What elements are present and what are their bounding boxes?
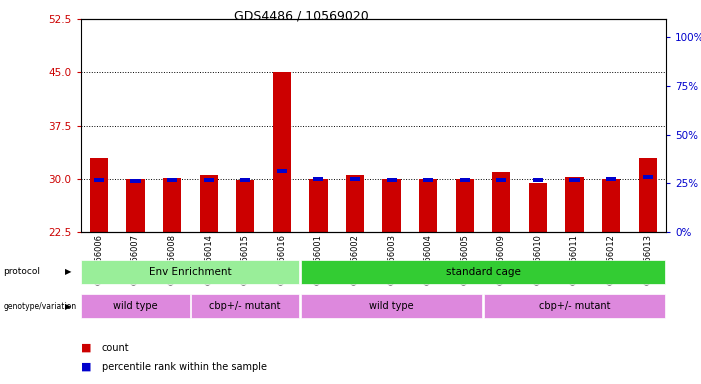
Bar xyxy=(602,179,620,232)
Bar xyxy=(130,179,140,182)
Text: GDS4486 / 10569020: GDS4486 / 10569020 xyxy=(234,10,369,23)
Bar xyxy=(606,177,616,180)
Bar xyxy=(496,178,506,182)
Text: cbp+/- mutant: cbp+/- mutant xyxy=(210,301,281,311)
Bar xyxy=(163,178,182,232)
Text: standard cage: standard cage xyxy=(446,266,520,277)
Bar xyxy=(90,158,108,232)
Bar xyxy=(236,180,254,232)
Bar xyxy=(533,178,543,182)
Bar xyxy=(565,177,584,232)
Bar xyxy=(423,178,433,182)
Text: ■: ■ xyxy=(81,343,91,353)
FancyBboxPatch shape xyxy=(191,294,299,318)
Text: ■: ■ xyxy=(81,362,91,372)
Text: percentile rank within the sample: percentile rank within the sample xyxy=(102,362,266,372)
Bar xyxy=(386,178,397,182)
Bar xyxy=(460,178,470,182)
Bar xyxy=(240,178,250,182)
Bar xyxy=(273,73,291,232)
Bar xyxy=(126,179,144,232)
Text: Env Enrichment: Env Enrichment xyxy=(149,266,231,277)
Bar xyxy=(419,179,437,232)
Text: ▶: ▶ xyxy=(64,302,71,311)
Bar xyxy=(492,172,510,232)
Text: genotype/variation: genotype/variation xyxy=(4,302,76,311)
Bar xyxy=(94,178,104,182)
FancyBboxPatch shape xyxy=(301,260,665,284)
Bar xyxy=(309,179,327,232)
Text: wild type: wild type xyxy=(113,301,158,311)
Bar xyxy=(277,169,287,173)
Bar xyxy=(456,179,474,232)
Text: ▶: ▶ xyxy=(64,267,71,276)
Text: wild type: wild type xyxy=(369,301,414,311)
Text: cbp+/- mutant: cbp+/- mutant xyxy=(539,301,611,311)
Bar xyxy=(346,175,364,232)
FancyBboxPatch shape xyxy=(81,294,190,318)
Bar xyxy=(167,178,177,182)
Bar xyxy=(639,158,657,232)
Bar xyxy=(569,178,580,182)
Bar xyxy=(383,179,401,232)
Bar xyxy=(313,177,323,180)
Bar xyxy=(350,177,360,180)
FancyBboxPatch shape xyxy=(301,294,482,318)
Bar xyxy=(643,175,653,179)
Bar xyxy=(203,178,214,182)
Bar xyxy=(200,175,218,232)
Text: count: count xyxy=(102,343,129,353)
Bar xyxy=(529,183,547,232)
FancyBboxPatch shape xyxy=(484,294,665,318)
Text: protocol: protocol xyxy=(4,267,41,276)
FancyBboxPatch shape xyxy=(81,260,299,284)
